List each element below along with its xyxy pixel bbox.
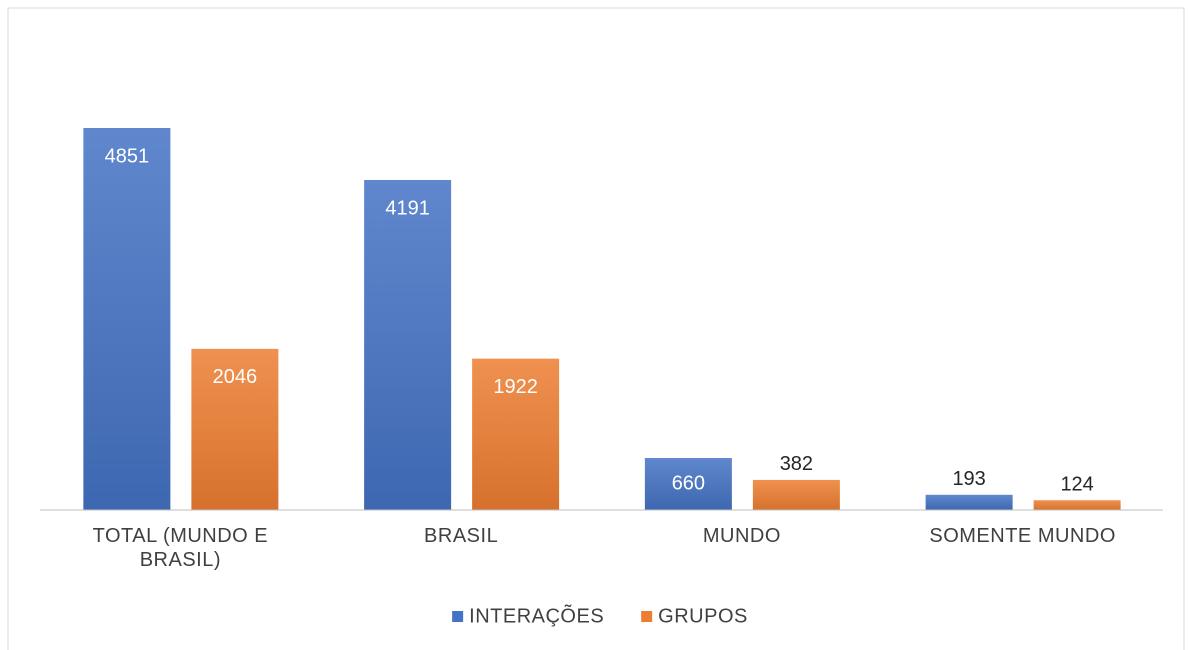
bar [752,479,840,510]
data-label: 193 [952,468,985,490]
data-label: 4191 [385,197,430,219]
data-label: 2046 [213,366,258,388]
legend-label: GRUPOS [658,605,748,627]
x-tick-label: SOMENTE MUNDO [929,525,1116,547]
data-label: 1922 [493,376,538,398]
legend-label: INTERAÇÕES [469,603,604,627]
bar [1033,500,1121,510]
legend-swatch [641,611,653,622]
x-tick-label: MUNDO [702,525,781,547]
chart-border [7,7,1185,650]
data-label: 124 [1060,474,1093,496]
x-tick-label: BRASIL [424,525,499,547]
legend: INTERAÇÕES GRUPOS [452,603,748,627]
bar [191,348,279,510]
bar [83,128,171,510]
x-tick-label: TOTAL (MUNDO E BRASIL) [92,525,269,571]
data-label: 4851 [105,145,150,167]
bar [925,494,1013,510]
bar [644,458,732,510]
data-label: 660 [672,472,705,494]
bar [364,179,452,511]
legend-swatch [452,611,464,622]
bar [472,358,560,510]
data-label: 382 [780,453,813,475]
